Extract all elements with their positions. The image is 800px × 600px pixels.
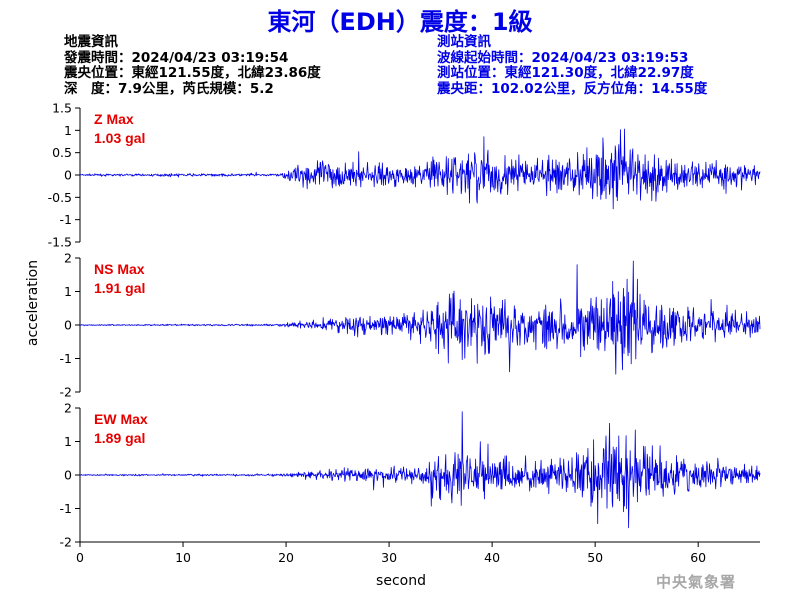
x-tick-label: 50 (587, 550, 603, 565)
y-tick-label-NS: -1 (60, 351, 72, 366)
max-value-NS: 1.91 gal (94, 280, 145, 296)
chart-title: 東河（EDH）震度：1級 (267, 8, 533, 36)
station-info: 測站資訊 波線起始時間：2024/04/23 03:19:53 測站位置：東經1… (437, 34, 708, 97)
x-tick-label: 40 (484, 550, 500, 565)
trace-NS (79, 260, 761, 375)
quake-epicenter: 震央位置：東經121.55度，北緯23.86度 (64, 65, 321, 81)
station-location: 測站位置：東經121.30度，北緯22.97度 (437, 65, 694, 81)
station-wave-start: 波線起始時間：2024/04/23 03:19:53 (437, 49, 689, 66)
y-tick-label-NS: 1 (64, 284, 72, 299)
x-tick-label: 0 (76, 550, 84, 565)
y-tick-label-Z: -0.5 (48, 190, 72, 205)
agency-watermark: 中央氣象署 (656, 573, 737, 591)
y-tick-label-EW: 1 (64, 434, 72, 449)
trace-Z (79, 128, 761, 210)
station-info-heading: 測站資訊 (437, 34, 491, 50)
y-axis-label: acceleration (25, 260, 41, 346)
y-tick-label-Z: 1 (64, 123, 72, 138)
y-tick-label-EW: 2 (64, 401, 72, 416)
y-tick-label-EW: 0 (64, 468, 72, 483)
max-value-Z: 1.03 gal (94, 130, 145, 146)
y-tick-label-NS: 0 (64, 318, 72, 333)
x-tick-label: 60 (690, 550, 706, 565)
y-tick-label-Z: -1.5 (48, 235, 72, 250)
station-distance-azimuth: 震央距：102.02公里，反方位角：14.55度 (437, 80, 708, 97)
max-label-EW: EW Max (94, 411, 148, 427)
y-tick-label-NS: -2 (60, 385, 72, 400)
quake-depth-magnitude: 深 度：7.9公里，芮氏規模：5.2 (64, 80, 274, 97)
x-tick-label: 20 (278, 550, 294, 565)
x-tick-label: 10 (175, 550, 191, 565)
quake-info-heading: 地震資訊 (64, 34, 118, 50)
y-tick-label-Z: 0 (64, 168, 72, 183)
y-tick-label-NS: 2 (64, 251, 72, 266)
y-tick-label-Z: 1.5 (52, 101, 72, 116)
max-label-NS: NS Max (94, 261, 145, 277)
max-label-Z: Z Max (94, 111, 134, 127)
quake-time: 發震時間：2024/04/23 03:19:54 (64, 49, 289, 66)
x-axis-label: second (376, 573, 426, 589)
trace-EW (79, 411, 761, 529)
y-tick-label-Z: 0.5 (52, 145, 72, 160)
x-tick-label: 30 (381, 550, 397, 565)
y-tick-label-EW: -1 (60, 501, 72, 516)
y-tick-label-Z: -1 (60, 212, 72, 227)
quake-info: 地震資訊 發震時間：2024/04/23 03:19:54 震央位置：東經121… (64, 34, 321, 97)
y-tick-label-EW: -2 (60, 535, 72, 550)
max-value-EW: 1.89 gal (94, 430, 145, 446)
